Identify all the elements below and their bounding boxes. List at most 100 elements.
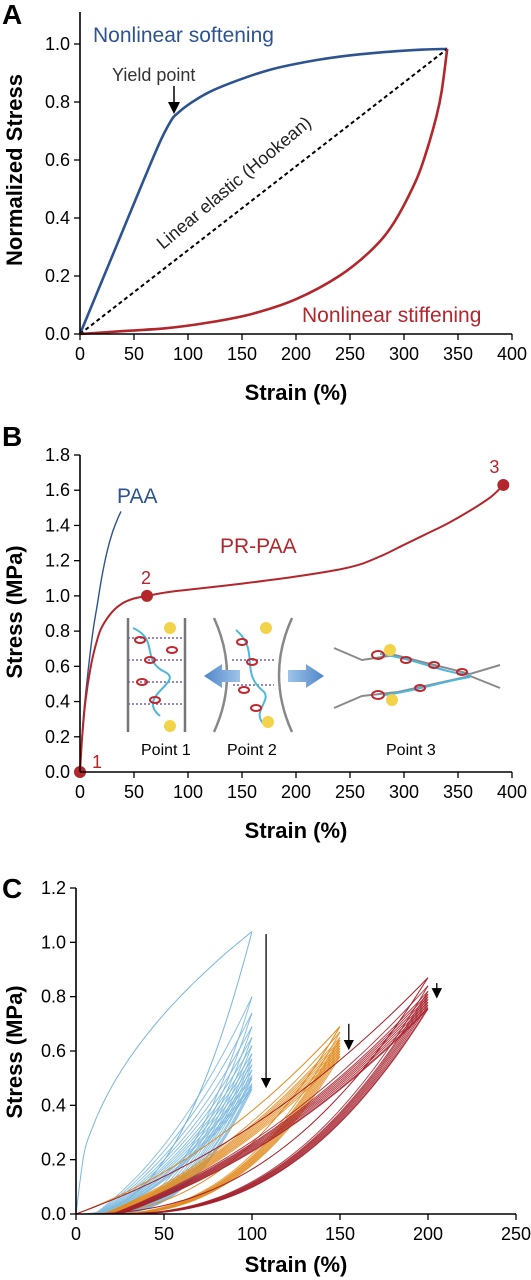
x-tick-label: 200	[413, 1224, 443, 1244]
panel-c-x-label: Strain (%)	[245, 1252, 348, 1277]
y-tick-label: 0.0	[45, 762, 70, 782]
y-tick-label: 0.8	[41, 987, 66, 1007]
cycle-loading-curve	[108, 1047, 341, 1215]
x-tick-label: 0	[71, 1224, 81, 1244]
cycle-unloading-curve	[120, 1008, 429, 1215]
y-tick-label: 0.6	[41, 1041, 66, 1061]
y-tick-label: 1.8	[45, 445, 70, 465]
panel-b-letter: B	[2, 421, 22, 452]
cycle-loading-curve	[118, 1004, 429, 1215]
cycle-loading-curve	[113, 990, 429, 1215]
cycle-loading-curve	[101, 1064, 253, 1215]
cycle-loading-curve	[104, 1037, 341, 1215]
stiffening-label: Nonlinear stiffening	[302, 304, 481, 327]
series-line	[79, 48, 448, 335]
cycle-loading-curve	[107, 1045, 341, 1215]
series-line	[78, 47, 448, 335]
yield-point-label: Yield point	[112, 65, 195, 85]
cycle-loading-curve	[95, 1012, 253, 1215]
x-tick-label: 50	[124, 782, 144, 802]
x-tick-label: 0	[75, 344, 85, 364]
point-marker	[497, 478, 510, 491]
cycle-unloading-curve	[108, 1088, 253, 1215]
hookean-label: Linear elastic (Hookean)	[153, 112, 315, 253]
point-marker	[140, 589, 153, 602]
mechanism-inset: Point 1 Point 2 Point 3	[126, 617, 501, 759]
panel-c-y-label: Stress (MPa)	[2, 985, 27, 1118]
cycle-loading-curve	[75, 977, 429, 1215]
y-tick-label: 0.0	[45, 324, 70, 344]
y-tick-label: 0.6	[45, 150, 70, 170]
cycle-loading-curve	[120, 1008, 429, 1215]
y-tick-label: 0.2	[41, 1150, 66, 1170]
paa-label: PAA	[117, 485, 157, 508]
y-tick-label: 1.0	[45, 586, 70, 606]
panel-b-chart: B 0 50 100 150 200 250 300 350 400 0.0 0.2 0.4 0.6 0.…	[2, 421, 527, 843]
cycle-loading-curve	[99, 1053, 253, 1215]
cycle-loading-curve	[106, 1083, 253, 1215]
x-tick-label: 100	[237, 1224, 267, 1244]
inset-label-point-3: Point 3	[386, 742, 436, 759]
cycle-loading-curve	[100, 1058, 253, 1215]
x-tick-label: 400	[497, 344, 527, 364]
x-tick-label: 400	[497, 782, 527, 802]
x-tick-label: 200	[281, 344, 311, 364]
panel-a-letter: A	[2, 0, 22, 30]
y-tick-label: 1.2	[41, 878, 66, 898]
y-tick-label: 1.2	[45, 551, 70, 571]
x-tick-label: 250	[501, 1224, 531, 1244]
cycle-loading-curve	[114, 993, 429, 1215]
x-tick-label: 350	[443, 344, 473, 364]
y-tick-label: 0.4	[45, 692, 70, 712]
x-tick-label: 200	[281, 782, 311, 802]
pr-paa-label: PR-PAA	[220, 535, 297, 558]
cycle-loading-curve	[103, 1031, 341, 1215]
panel-b-y-label: Stress (MPa)	[2, 545, 27, 678]
cycle-loading-curve	[94, 996, 253, 1215]
cycle-loading-curve	[117, 1001, 429, 1215]
cycle-loading-curve	[102, 1069, 253, 1215]
x-tick-label: 100	[173, 344, 203, 364]
y-tick-label: 0.0	[41, 1204, 66, 1224]
x-tick-label: 350	[443, 782, 473, 802]
cycle-loading-curve	[116, 999, 429, 1215]
inset-label-point-2: Point 2	[227, 742, 277, 759]
cycle-loading-curve	[75, 931, 253, 1215]
point-label: 2	[141, 568, 151, 588]
stretch-arrow-left	[204, 664, 240, 688]
series-line	[79, 484, 505, 773]
y-tick-label: 0.4	[45, 208, 70, 228]
panel-b-x-label: Strain (%)	[245, 818, 348, 843]
cycle-loading-curve	[106, 1042, 341, 1215]
panel-a-chart: A 0 50 100 150 200 250 300 350 400 0.0 0.2 0.4 0.6 0.…	[2, 0, 527, 405]
y-tick-label: 0.2	[45, 727, 70, 747]
x-tick-label: 0	[75, 782, 85, 802]
point-label: 1	[92, 752, 102, 772]
cycle-loading-curve	[112, 985, 429, 1215]
x-tick-label: 150	[325, 1224, 355, 1244]
x-tick-label: 250	[335, 344, 365, 364]
y-tick-label: 0.8	[45, 621, 70, 641]
panel-a-x-label: Strain (%)	[245, 380, 348, 405]
point-label: 3	[489, 457, 499, 477]
panel-a-y-label: Normalized Stress	[2, 74, 27, 266]
x-tick-label: 50	[154, 1224, 174, 1244]
cycle-loading-curve	[105, 1039, 341, 1215]
y-tick-label: 0.4	[41, 1095, 66, 1115]
panel-c-letter: C	[2, 873, 22, 904]
x-tick-label: 300	[389, 782, 419, 802]
softening-label: Nonlinear softening	[93, 24, 274, 47]
cycle-loading-curve	[115, 996, 429, 1215]
inset-label-point-1: Point 1	[141, 742, 191, 759]
x-tick-label: 150	[227, 344, 257, 364]
x-tick-label: 250	[335, 782, 365, 802]
cycle-loading-curve	[110, 1053, 341, 1215]
stretch-arrow-right	[288, 664, 324, 688]
x-tick-label: 50	[124, 344, 144, 364]
y-tick-label: 0.8	[45, 92, 70, 112]
cycle-loading-curve	[103, 1075, 253, 1215]
y-tick-label: 1.0	[41, 932, 66, 952]
x-tick-label: 300	[389, 344, 419, 364]
y-tick-label: 0.2	[45, 266, 70, 286]
